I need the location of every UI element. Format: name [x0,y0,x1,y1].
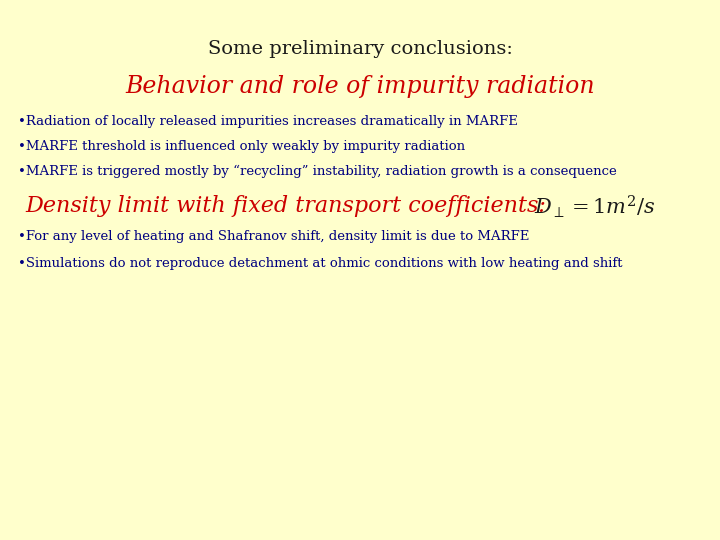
Text: •Simulations do not reproduce detachment at ohmic conditions with low heating an: •Simulations do not reproduce detachment… [18,257,623,270]
Text: $D_{\perp}= 1m^{2}/s$: $D_{\perp}= 1m^{2}/s$ [534,193,655,219]
Text: Behavior and role of impurity radiation: Behavior and role of impurity radiation [125,75,595,98]
Text: •MARFE threshold is influenced only weakly by impurity radiation: •MARFE threshold is influenced only weak… [18,140,465,153]
Text: Density limit with fixed transport coefficients:: Density limit with fixed transport coeff… [25,195,560,217]
Text: Some preliminary conclusions:: Some preliminary conclusions: [207,40,513,58]
Text: •MARFE is triggered mostly by “recycling” instability, radiation growth is a con: •MARFE is triggered mostly by “recycling… [18,165,617,178]
Text: •For any level of heating and Shafranov shift, density limit is due to MARFE: •For any level of heating and Shafranov … [18,230,529,243]
Text: •Radiation of locally released impurities increases dramatically in MARFE: •Radiation of locally released impuritie… [18,115,518,128]
